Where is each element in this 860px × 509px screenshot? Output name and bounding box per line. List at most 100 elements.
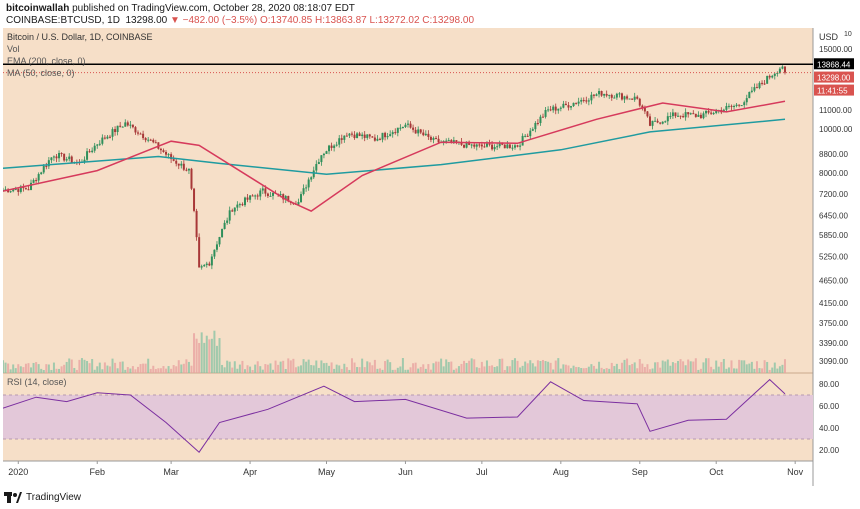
high-price-tag-bg [814, 58, 854, 70]
volume-bar [485, 360, 488, 373]
publisher-name[interactable]: bitcoinwallah [6, 3, 70, 14]
volume-bar [228, 361, 231, 373]
volume-bar [131, 366, 134, 373]
candle-body [725, 106, 728, 110]
time-tick-label: Jul [476, 467, 488, 477]
candle-body [452, 140, 455, 143]
volume-bar [419, 366, 422, 373]
candle-body [284, 195, 287, 200]
volume-bar [725, 368, 728, 373]
price-axis-panel [813, 28, 855, 486]
volume-bar [503, 369, 506, 373]
volume-bar [93, 369, 96, 373]
candle-body [142, 133, 145, 139]
candle-body [488, 143, 491, 145]
volume-bar [396, 367, 399, 373]
candle-body [564, 103, 567, 106]
candle-body [628, 98, 631, 100]
volume-bar [73, 367, 76, 373]
candle-body [213, 249, 216, 257]
rsi-line [3, 378, 786, 453]
volume-bar [628, 365, 631, 373]
candle-body [259, 190, 262, 197]
candle-body [521, 135, 524, 146]
volume-bar [572, 365, 575, 373]
volume-bar [137, 366, 139, 373]
volume-bar [9, 369, 12, 373]
candle-body [111, 129, 114, 137]
volume-bar [30, 367, 33, 373]
candle-body [116, 125, 119, 133]
volume-bar [52, 362, 55, 373]
price-tick-label: 5250.00 [819, 252, 848, 261]
volume-bar [570, 368, 573, 373]
volume-bar [27, 363, 30, 373]
tradingview-logo[interactable]: TradingView [4, 492, 81, 503]
candle-body [445, 140, 448, 142]
candle-body [483, 146, 486, 148]
candle-body [651, 120, 654, 126]
volume-bar [717, 366, 720, 373]
volume-bar [108, 366, 111, 373]
volume-bar [699, 368, 702, 373]
volume-bar [223, 367, 226, 373]
candle-body [60, 153, 63, 155]
volume-bar [226, 360, 229, 373]
volume-bar [310, 365, 313, 373]
time-tick-label: Nov [787, 467, 804, 477]
price-tick-label: 11000.00 [819, 106, 852, 115]
candle-body [154, 142, 157, 144]
candle-body [68, 156, 71, 160]
volume-bar [592, 365, 595, 373]
candle-body [91, 150, 94, 153]
volume-bar [152, 365, 155, 373]
volume-bar [669, 365, 672, 373]
volume-bar [401, 358, 404, 373]
candle-body [559, 107, 562, 109]
candle-body [218, 237, 221, 245]
candle-body [86, 151, 89, 160]
candle-body [203, 265, 206, 267]
volume-bar [333, 368, 336, 373]
volume-bar [261, 369, 264, 373]
volume-bar [264, 364, 267, 373]
candle-body [266, 193, 269, 197]
candle-body [305, 187, 308, 189]
candle-body [531, 129, 534, 131]
volume-bar [646, 364, 649, 373]
candle-body [414, 129, 417, 134]
countdown-tag-bg [814, 84, 854, 96]
volume-bar [478, 367, 481, 373]
price-tick-label: 5850.00 [819, 231, 848, 240]
candle-body [582, 99, 585, 101]
volume-bar [531, 363, 534, 373]
volume-bar [254, 364, 257, 373]
volume-bar [111, 358, 114, 373]
candle-body [707, 110, 710, 113]
candle-body [618, 93, 621, 95]
candle-body [493, 146, 496, 150]
candle-body [633, 96, 636, 100]
price-chart[interactable]: Bitcoin / U.S. Dollar, 1D, COINBASE Vol EM… [3, 28, 855, 486]
volume-bar [170, 368, 173, 373]
candle-body [137, 132, 139, 134]
candle-body [182, 163, 185, 170]
candle-body [745, 98, 748, 103]
volume-bar [442, 366, 445, 373]
candle-body [126, 122, 129, 126]
volume-bar [491, 365, 494, 373]
volume-bar [208, 339, 211, 373]
candle-body [175, 160, 178, 164]
volume-bar [302, 359, 305, 373]
volume-bar [195, 338, 198, 373]
candle-body [605, 93, 608, 96]
candle-body [149, 139, 152, 141]
volume-bar [4, 362, 7, 373]
volume-bar [651, 368, 654, 373]
candle-body [50, 157, 53, 161]
candle-body [302, 188, 305, 195]
volume-bar [516, 360, 519, 373]
volume-bar [147, 358, 150, 373]
candle-body [221, 229, 224, 238]
volume-bar [702, 362, 705, 373]
